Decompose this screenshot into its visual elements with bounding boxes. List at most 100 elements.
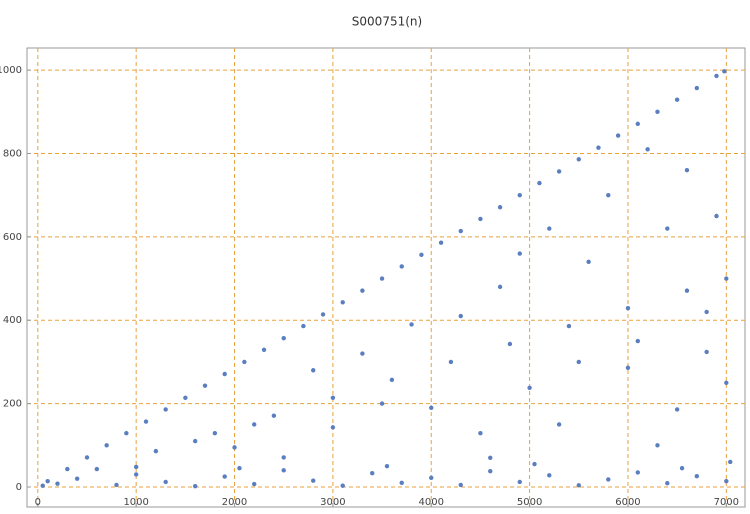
point [714, 213, 719, 219]
point [625, 305, 631, 311]
point [458, 313, 463, 319]
point [674, 97, 680, 102]
point [635, 121, 640, 127]
point [517, 192, 522, 198]
point [192, 438, 198, 444]
point [556, 422, 562, 427]
point [724, 276, 729, 281]
point [714, 73, 719, 79]
y-tick-label: 600 [3, 232, 22, 243]
point [655, 443, 660, 448]
point [507, 341, 513, 347]
point [448, 359, 454, 365]
point [340, 483, 345, 488]
y-tick-label: 200 [3, 399, 22, 410]
x-tick-label: 6000 [615, 497, 640, 508]
point [586, 259, 591, 265]
point [40, 483, 45, 488]
point [281, 335, 286, 341]
point [478, 216, 483, 222]
point [556, 169, 562, 174]
point [74, 476, 80, 481]
point [202, 383, 208, 388]
x-tick-label: 0 [35, 497, 41, 508]
point [409, 322, 414, 327]
point [143, 419, 149, 424]
point [370, 471, 375, 476]
x-tick-label: 1000 [123, 497, 148, 508]
point [320, 312, 326, 317]
point [163, 479, 168, 485]
point [497, 205, 503, 210]
point [458, 228, 463, 234]
point [301, 323, 306, 329]
point [399, 480, 404, 486]
point [576, 359, 581, 365]
point [438, 240, 444, 245]
point [684, 288, 690, 293]
point [537, 180, 542, 186]
point [242, 359, 247, 365]
point [704, 349, 709, 355]
point [517, 479, 522, 485]
point [65, 466, 70, 472]
point [655, 109, 660, 114]
point [625, 365, 631, 370]
point [133, 472, 139, 477]
point [399, 264, 404, 269]
point [252, 481, 257, 487]
point [674, 407, 680, 412]
point [192, 483, 198, 489]
point [183, 395, 188, 400]
point [724, 380, 729, 385]
point [665, 481, 670, 486]
point [45, 478, 50, 484]
point [547, 473, 552, 478]
y-tick-label: 1000 [0, 65, 22, 76]
plot-frame [26, 47, 746, 508]
point [576, 157, 581, 162]
point [497, 284, 503, 290]
point [679, 466, 685, 471]
point [694, 85, 700, 91]
point [212, 431, 218, 436]
point [271, 413, 277, 418]
point [429, 475, 434, 481]
point [532, 461, 537, 467]
point [330, 425, 336, 430]
point [606, 192, 611, 198]
point [665, 226, 670, 231]
point [576, 483, 581, 488]
point [488, 455, 493, 461]
point [281, 455, 286, 460]
point [133, 464, 139, 470]
point [478, 431, 483, 436]
point [596, 145, 601, 150]
point [261, 347, 267, 353]
point [419, 252, 424, 257]
point [163, 407, 168, 412]
point [379, 401, 385, 406]
point [389, 377, 395, 383]
x-tick-label: 2000 [222, 497, 247, 508]
point [635, 470, 640, 475]
point [615, 133, 621, 138]
point [104, 443, 109, 448]
point [94, 466, 100, 472]
point [379, 276, 385, 281]
point [55, 481, 60, 486]
point [458, 482, 463, 488]
point [281, 468, 286, 473]
y-tick-label: 0 [16, 482, 22, 493]
x-tick-label: 5000 [517, 497, 542, 508]
point [694, 473, 700, 479]
chart-title: S000751(n) [352, 15, 422, 29]
point [547, 226, 552, 231]
y-tick-label: 800 [3, 148, 22, 159]
point [252, 422, 257, 427]
point [114, 482, 119, 488]
point [384, 463, 390, 469]
point [704, 309, 709, 315]
point [124, 431, 129, 436]
